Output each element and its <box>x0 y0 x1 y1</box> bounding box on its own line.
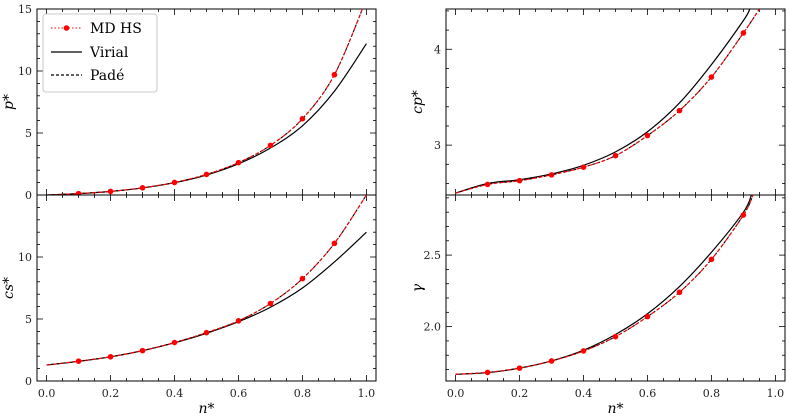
x-axis-label: n* <box>198 401 214 417</box>
md-hs-point <box>580 164 587 170</box>
pade-line <box>455 195 754 375</box>
y-tick-label: 10 <box>18 251 32 264</box>
md-hs-point <box>676 289 683 296</box>
md-hs-point <box>331 240 338 247</box>
virial-line <box>455 195 752 375</box>
y-tick-label: 5 <box>25 127 32 140</box>
md-hs-point <box>580 348 587 354</box>
x-tick-label: 0.4 <box>575 387 593 400</box>
md-hs-point <box>331 71 338 78</box>
md-hs-point <box>107 188 114 195</box>
x-tick-label: 1.0 <box>767 387 785 400</box>
md-hs-point <box>75 190 82 195</box>
virial-line <box>46 231 367 366</box>
x-tick-label: 0.0 <box>38 387 56 400</box>
y-tick-label: 10 <box>18 65 32 78</box>
x-tick-label: 0.0 <box>447 387 465 400</box>
y-tick-label: 0 <box>25 375 32 388</box>
legend: MD HS Virial Padé <box>42 13 158 93</box>
y-tick-label: 3 <box>434 139 441 152</box>
md-hs-point <box>612 333 619 340</box>
legend-label: MD HS <box>90 21 142 37</box>
md-hs-point <box>740 212 747 218</box>
y-axis-label: γ <box>410 283 426 292</box>
md-hs-point <box>267 300 274 307</box>
y-tick-label: 4 <box>434 43 441 56</box>
y-axis-label: cp* <box>410 90 426 114</box>
y-tick-label: 2.0 <box>424 321 442 334</box>
md-hs-point <box>708 74 715 80</box>
series-group <box>455 9 760 194</box>
pade-line <box>455 9 760 194</box>
panel-top-left: 0 5 10 15 p* MD HS Virial Padé <box>1 3 377 202</box>
md-hs-fit-line <box>455 195 754 375</box>
pade-line <box>46 195 367 366</box>
legend-label: Virial <box>89 45 129 61</box>
md-hs-point <box>548 358 555 364</box>
md-hs-point <box>107 354 114 360</box>
md-hs-point <box>235 159 242 166</box>
y-tick-label: 0 <box>25 189 32 202</box>
md-hs-fit-line <box>46 195 367 366</box>
x-axis-label: n* <box>607 401 623 417</box>
md-hs-point <box>644 132 651 139</box>
y-tick-label: 2.5 <box>424 249 442 262</box>
y-tick-label: 5 <box>25 313 32 326</box>
md-hs-point <box>139 347 146 354</box>
md-hs-point <box>644 313 651 320</box>
md-hs-point <box>75 358 82 364</box>
md-hs-point <box>139 185 146 191</box>
axes-frame <box>445 8 786 196</box>
series-group <box>46 9 367 195</box>
md-hs-point <box>171 339 178 346</box>
md-hs-point <box>299 115 306 122</box>
axes-frame <box>36 194 377 382</box>
y-tick-label: 15 <box>18 3 32 16</box>
x-tick-label: 0.4 <box>166 387 184 400</box>
md-hs-point <box>171 179 178 186</box>
panel-top-right: 3 4 cp* <box>410 8 786 196</box>
md-hs-point <box>235 318 242 324</box>
md-hs-point <box>548 172 555 178</box>
x-tick-label: 0.8 <box>703 387 721 400</box>
legend-box <box>42 13 158 93</box>
virial-line <box>455 9 751 194</box>
y-axis-label: p* <box>1 94 17 110</box>
series-group <box>455 195 754 376</box>
x-tick-label: 1.0 <box>358 387 376 400</box>
panel-bottom-right: 0.0 0.2 0.4 0.6 0.8 1.0 2.0 2.5 γ n* <box>410 194 786 417</box>
md-hs-point <box>612 152 619 159</box>
x-tick-label: 0.2 <box>102 387 120 400</box>
md-hs-point <box>299 275 306 282</box>
md-hs-point <box>267 142 274 149</box>
axes-frame <box>445 194 786 382</box>
series-group <box>46 195 367 366</box>
md-hs-point <box>484 369 491 376</box>
legend-swatch-marker <box>63 25 70 31</box>
md-hs-point <box>708 256 715 263</box>
md-hs-point <box>203 171 210 178</box>
md-hs-point <box>740 30 747 36</box>
md-hs-point <box>516 365 523 371</box>
md-hs-point <box>484 181 491 188</box>
md-hs-point <box>676 107 683 114</box>
x-tick-label: 0.6 <box>230 387 248 400</box>
x-tick-label: 0.6 <box>639 387 657 400</box>
x-tick-label: 0.8 <box>294 387 312 400</box>
y-axis-label: cs* <box>1 277 17 299</box>
legend-label: Padé <box>90 68 124 84</box>
md-hs-point <box>516 177 523 184</box>
x-tick-label: 0.2 <box>511 387 529 400</box>
md-hs-point <box>203 329 210 336</box>
md-hs-fit-line <box>455 9 760 194</box>
